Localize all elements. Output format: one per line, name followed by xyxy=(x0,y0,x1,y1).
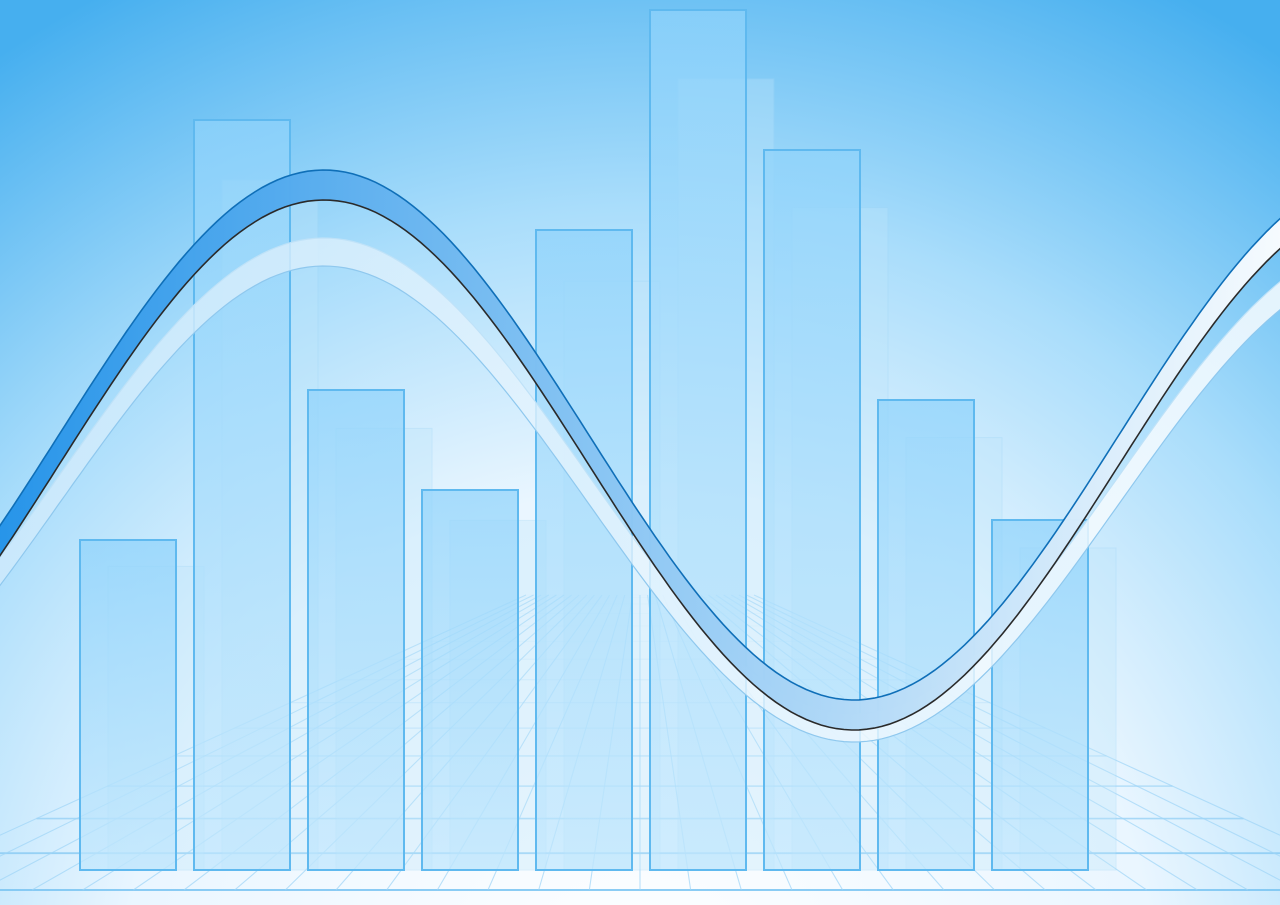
bar xyxy=(422,490,518,870)
bar xyxy=(650,10,746,870)
bar xyxy=(878,400,974,870)
bar xyxy=(764,150,860,870)
chart-svg xyxy=(0,0,1280,905)
bar xyxy=(536,230,632,870)
bar xyxy=(308,390,404,870)
bar xyxy=(80,540,176,870)
chart-infographic xyxy=(0,0,1280,905)
